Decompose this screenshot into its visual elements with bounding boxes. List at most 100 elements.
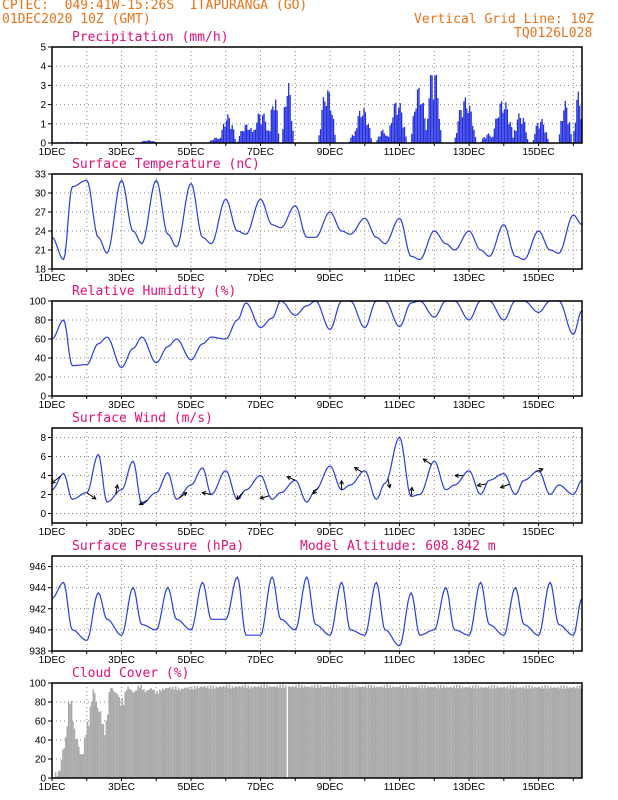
precip-bar — [537, 123, 539, 143]
precip-bar — [489, 135, 491, 143]
cloud-bar — [282, 684, 284, 778]
cloud-bar — [163, 689, 166, 778]
precip-bar — [149, 140, 151, 143]
cloud-bar — [56, 776, 58, 778]
precip-bar — [328, 92, 330, 143]
precip-bar — [425, 130, 427, 143]
cloud-bar — [133, 692, 135, 778]
cloud-bar — [522, 686, 525, 778]
precip-bar — [292, 130, 294, 143]
cloud-bar — [511, 688, 513, 778]
cloud-bar — [558, 688, 561, 778]
precip-bar — [240, 131, 242, 143]
cloud-bar — [235, 686, 238, 778]
cloud-bar — [489, 688, 491, 778]
panel-6-ytick-label: 20 — [35, 755, 47, 766]
cloud-bar — [422, 688, 425, 778]
cloud-bar — [484, 686, 487, 778]
cloud-bar — [425, 688, 428, 778]
precip-bar — [286, 95, 288, 143]
cloud-bar — [130, 689, 132, 778]
panel-6-ytick-label: 0 — [40, 774, 46, 785]
cloud-bar — [65, 737, 67, 778]
precip-bar — [275, 99, 277, 143]
cloud-bar — [373, 685, 375, 778]
wind-arrow-head — [236, 495, 241, 501]
cloud-bar — [283, 687, 286, 778]
precip-bar — [224, 126, 226, 143]
precip-bar — [390, 122, 393, 143]
panel-4-ytick-label: 4 — [40, 471, 46, 482]
precip-bar — [579, 105, 581, 143]
precip-bar — [230, 129, 232, 143]
cloud-bar — [192, 689, 194, 778]
precip-bar — [545, 132, 548, 143]
cloud-bar — [80, 754, 83, 778]
panel-3-ytick-label: 100 — [29, 297, 46, 308]
precip-bar — [508, 124, 510, 143]
cloud-bar — [498, 688, 500, 778]
cloud-bar — [248, 688, 251, 778]
panel-3-ytick-label: 40 — [35, 354, 47, 365]
wind-arrow-head — [353, 467, 359, 472]
precip-bar — [513, 130, 516, 143]
precip-bar — [387, 136, 390, 143]
precip-bar — [358, 110, 361, 143]
cloud-bar — [237, 686, 239, 778]
cloud-bar — [399, 685, 402, 778]
cloud-bar — [372, 687, 374, 778]
cloud-bar — [557, 686, 559, 778]
panel-4-xtick-label: 15DEC — [522, 527, 554, 538]
cloud-bar — [201, 686, 203, 778]
precip-bar — [454, 137, 456, 143]
cloud-bar — [427, 686, 429, 778]
precip-bar — [516, 119, 519, 143]
cloud-bar — [374, 687, 377, 778]
precip-bar — [411, 133, 413, 143]
cloud-bar — [214, 688, 216, 778]
cloud-bar — [162, 688, 164, 778]
cloud-bar — [209, 685, 212, 778]
cloud-bar — [408, 685, 410, 778]
cloud-bar — [122, 704, 125, 778]
cloud-bar — [551, 688, 554, 778]
cloud-bar — [211, 688, 213, 778]
wind-arrow-head — [538, 467, 544, 473]
cloud-bar — [128, 688, 131, 778]
panel-2-ytick-label: 33 — [35, 170, 47, 181]
precip-bar — [250, 128, 252, 143]
cloud-bar — [473, 688, 475, 778]
cloud-bar — [251, 687, 254, 778]
cloud-bar — [204, 686, 206, 778]
cloud-bar — [428, 687, 431, 778]
cloud-bar — [409, 687, 412, 778]
cloud-bar — [259, 687, 261, 778]
panel-6-xtick-label: 1DEC — [39, 782, 66, 793]
precip-bar — [416, 89, 419, 143]
cloud-bar — [104, 735, 106, 778]
cloud-bar — [156, 691, 158, 778]
cloud-bar — [500, 687, 503, 778]
precip-bar — [437, 98, 439, 143]
precip-bar — [377, 136, 380, 143]
cloud-bar — [387, 688, 390, 778]
cloud-bar — [334, 687, 336, 778]
panel-5-xtick-label: 7DEC — [247, 655, 274, 666]
cloud-bar — [101, 723, 103, 778]
cloud-bar — [577, 688, 580, 778]
precip-bar — [361, 115, 364, 143]
wind-arrow-shaft — [115, 484, 119, 495]
cloud-bar — [177, 687, 180, 778]
cloud-bar — [383, 685, 386, 778]
precip-bar — [563, 110, 565, 143]
cloud-bar — [563, 685, 565, 778]
cloud-bar — [555, 688, 558, 778]
precip-bar — [267, 130, 270, 143]
panel-1-ytick-label: 5 — [40, 43, 46, 54]
precip-bar — [379, 136, 381, 143]
cloud-bar — [457, 688, 459, 778]
cloud-bar — [76, 738, 79, 778]
cloud-bar — [480, 686, 483, 778]
cloud-bar — [370, 684, 373, 778]
cloud-bar — [62, 749, 64, 778]
